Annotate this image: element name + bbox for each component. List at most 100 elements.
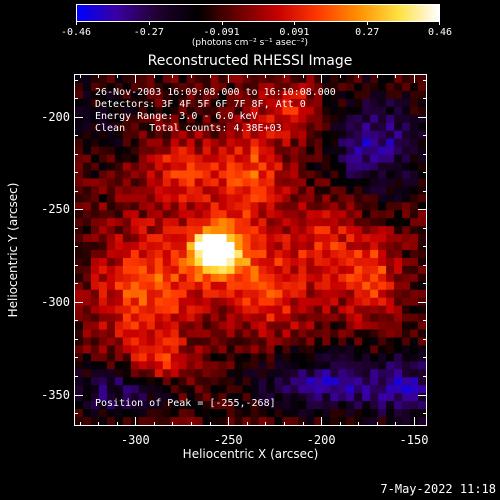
heatmap-cell bbox=[154, 321, 164, 331]
colorbar-tick-label: 0.091 bbox=[279, 27, 310, 38]
heatmap-cell bbox=[418, 170, 426, 179]
heatmap-cell bbox=[82, 106, 92, 116]
heatmap-cell bbox=[378, 281, 387, 291]
heatmap-cell bbox=[146, 329, 156, 339]
heatmap-cell bbox=[210, 218, 220, 227]
heatmap-cell bbox=[362, 393, 371, 402]
heatmap-cell bbox=[162, 273, 172, 283]
heatmap-cell bbox=[354, 250, 363, 259]
heatmap-cell bbox=[378, 226, 387, 235]
heatmap-cell bbox=[146, 138, 156, 148]
heatmap-cell bbox=[226, 234, 236, 243]
x-minor-tick bbox=[117, 74, 118, 78]
heatmap-cell bbox=[234, 393, 244, 402]
heatmap-cell bbox=[402, 162, 411, 172]
heatmap-cell bbox=[75, 75, 84, 84]
heatmap-cell bbox=[154, 162, 164, 172]
heatmap-cell bbox=[330, 385, 339, 394]
heatmap-cell bbox=[234, 138, 244, 148]
heatmap-cell bbox=[258, 345, 268, 354]
heatmap-cell bbox=[186, 242, 196, 251]
heatmap-cell bbox=[226, 154, 236, 164]
heatmap-cell bbox=[386, 337, 395, 347]
heatmap-cell bbox=[170, 130, 180, 140]
heatmap-cell bbox=[90, 377, 100, 386]
heatmap-cell bbox=[170, 361, 180, 370]
heatmap-cell bbox=[218, 401, 228, 410]
heatmap-cell bbox=[282, 353, 291, 362]
heatmap-cell bbox=[386, 321, 395, 331]
heatmap-cell bbox=[138, 114, 148, 124]
heatmap-cell bbox=[202, 265, 212, 275]
heatmap-cell bbox=[418, 162, 426, 172]
heatmap-cell bbox=[386, 281, 395, 291]
heatmap-cell bbox=[322, 329, 331, 339]
heatmap-cell bbox=[106, 393, 116, 402]
heatmap-cell bbox=[186, 409, 196, 418]
heatmap-cell bbox=[418, 289, 426, 299]
heatmap-cell bbox=[82, 289, 92, 299]
heatmap-cell bbox=[218, 226, 228, 235]
heatmap-cell bbox=[306, 170, 315, 179]
heatmap-cell bbox=[402, 194, 411, 203]
heatmap-cell bbox=[418, 361, 426, 370]
heatmap-cell bbox=[298, 122, 307, 132]
heatmap-cell bbox=[186, 90, 196, 100]
heatmap-cell bbox=[250, 265, 260, 275]
heatmap-cell bbox=[274, 226, 284, 235]
heatmap-cell bbox=[98, 345, 108, 354]
heatmap-cell bbox=[210, 82, 220, 92]
heatmap-cell bbox=[298, 409, 307, 418]
heatmap-cell bbox=[386, 226, 395, 235]
heatmap-cell bbox=[210, 210, 220, 219]
heatmap-cell bbox=[370, 305, 379, 315]
heatmap-cell bbox=[170, 186, 180, 195]
heatmap-cell bbox=[122, 162, 132, 172]
heatmap-cell bbox=[202, 361, 212, 370]
heatmap-cell bbox=[162, 178, 172, 187]
heatmap-cell bbox=[90, 130, 100, 140]
heatmap-cell bbox=[98, 218, 108, 227]
heatmap-cell bbox=[218, 250, 228, 259]
heatmap-cell bbox=[266, 178, 276, 187]
heatmap-cell bbox=[98, 337, 108, 347]
heatmap-cell bbox=[394, 377, 403, 386]
heatmap-cell bbox=[82, 90, 92, 100]
heatmap-cell bbox=[322, 106, 331, 116]
colorbar-unit-label: (photons cm⁻² s⁻¹ asec⁻²) bbox=[191, 38, 309, 48]
y-axis-label: Heliocentric Y (arcsec) bbox=[6, 182, 20, 318]
heatmap-cell bbox=[250, 361, 260, 370]
heatmap-cell bbox=[202, 82, 212, 92]
heatmap-cell bbox=[386, 409, 395, 418]
heatmap-cell bbox=[266, 393, 276, 402]
heatmap-cell bbox=[242, 329, 252, 339]
heatmap-cell bbox=[82, 162, 92, 172]
heatmap-cell bbox=[178, 393, 188, 402]
heatmap-cell bbox=[306, 90, 315, 100]
heatmap-cell bbox=[362, 114, 371, 124]
heatmap-cell bbox=[282, 75, 291, 84]
heatmap-cell bbox=[162, 130, 172, 140]
heatmap-cell bbox=[378, 234, 387, 243]
heatmap-cell bbox=[106, 401, 116, 410]
heatmap-cell bbox=[82, 114, 92, 124]
heatmap-cell bbox=[194, 369, 204, 378]
x-minor-tick bbox=[154, 74, 155, 78]
heatmap-cell bbox=[330, 257, 339, 267]
heatmap-cell bbox=[122, 289, 132, 299]
heatmap-cell bbox=[194, 361, 204, 370]
heatmap-cell bbox=[314, 146, 323, 156]
y-major-tick bbox=[74, 302, 83, 303]
heatmap-cell bbox=[122, 178, 132, 187]
heatmap-cell bbox=[194, 265, 204, 275]
heatmap-cell bbox=[186, 321, 196, 331]
x-minor-tick bbox=[191, 422, 192, 426]
heatmap-cell bbox=[106, 305, 116, 315]
x-minor-tick bbox=[340, 74, 341, 78]
heatmap-cell bbox=[138, 98, 148, 108]
heatmap-cell bbox=[138, 361, 148, 370]
heatmap-cell bbox=[146, 210, 156, 219]
heatmap-cell bbox=[394, 106, 403, 116]
heatmap-cell bbox=[178, 90, 188, 100]
heatmap-cell bbox=[282, 178, 291, 187]
